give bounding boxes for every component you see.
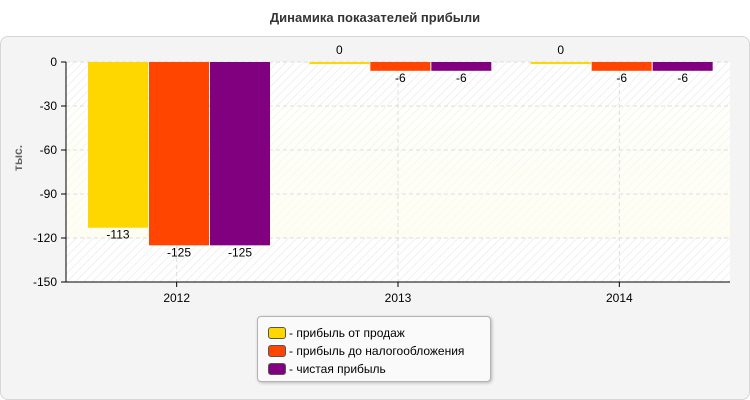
data-label: -6 bbox=[677, 71, 688, 85]
legend-item-pretax-profit: - прибыль до налогообложения bbox=[268, 343, 464, 359]
legend-label: - чистая прибыль bbox=[289, 362, 386, 376]
bar bbox=[309, 62, 370, 64]
data-label: -125 bbox=[228, 245, 252, 259]
data-label: -113 bbox=[106, 228, 129, 242]
bar bbox=[210, 62, 270, 246]
bar bbox=[88, 62, 148, 228]
data-label: 0 bbox=[336, 43, 343, 57]
bar bbox=[591, 62, 652, 71]
x-tick-label: 2012 bbox=[163, 291, 190, 305]
legend-item-net-profit: - чистая прибыль bbox=[268, 361, 386, 377]
x-tick-label: 2014 bbox=[606, 291, 633, 305]
bar bbox=[530, 62, 591, 64]
data-label: -6 bbox=[395, 71, 406, 85]
bar bbox=[149, 62, 209, 246]
y-tick-label: -90 bbox=[40, 187, 58, 201]
bar bbox=[370, 62, 431, 71]
x-tick-label: 2013 bbox=[385, 291, 412, 305]
bar bbox=[652, 62, 713, 71]
y-tick-label: 0 bbox=[50, 55, 57, 69]
y-tick-label: -120 bbox=[33, 231, 57, 245]
y-axis-label: тыс. bbox=[11, 145, 25, 171]
y-tick-label: -60 bbox=[40, 143, 58, 157]
data-label: -125 bbox=[167, 245, 191, 259]
legend-label: - прибыль до налогообложения bbox=[289, 344, 465, 358]
legend-label: - прибыль от продаж bbox=[289, 326, 405, 340]
legend-item-sales-profit: - прибыль от продаж bbox=[268, 325, 405, 341]
data-label: 0 bbox=[557, 43, 564, 57]
legend-swatch-pretax-profit bbox=[268, 345, 286, 357]
data-label: -6 bbox=[456, 71, 467, 85]
data-label: -6 bbox=[616, 71, 627, 85]
chart-title: Динамика показателей прибыли bbox=[269, 10, 481, 25]
bar bbox=[431, 62, 492, 71]
legend-swatch-sales-profit bbox=[268, 327, 286, 339]
legend-swatch-net-profit bbox=[268, 363, 286, 375]
legend: - прибыль от продаж - прибыль до налогоо… bbox=[257, 316, 491, 382]
y-tick-label: -30 bbox=[40, 99, 58, 113]
y-tick-label: -150 bbox=[33, 275, 57, 289]
